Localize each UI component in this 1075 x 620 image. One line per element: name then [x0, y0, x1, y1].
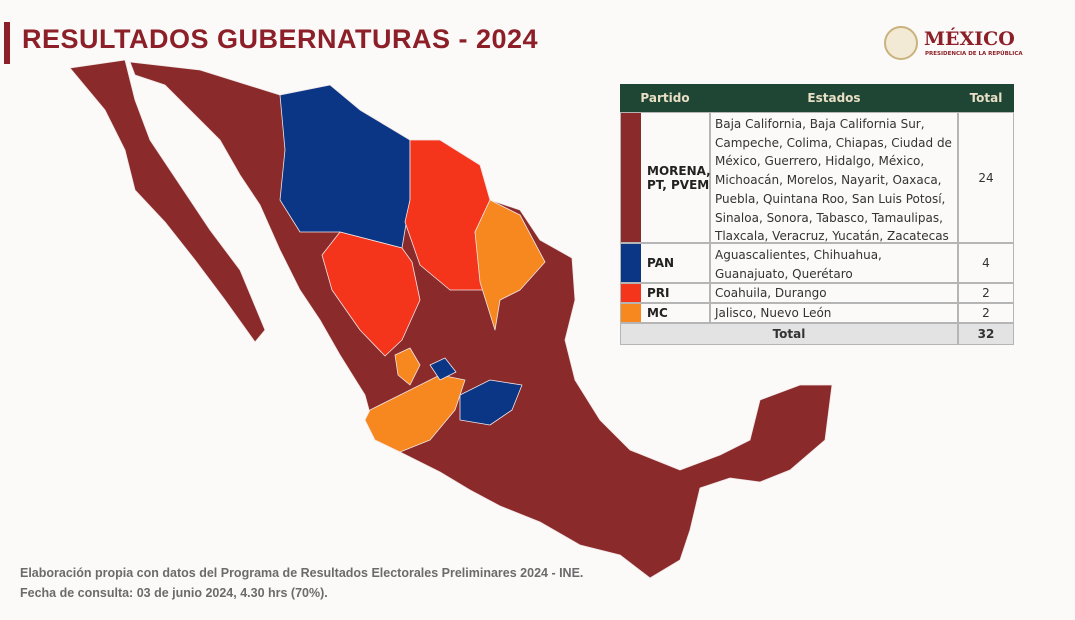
swatch [621, 113, 641, 242]
column-header: Estados [710, 84, 958, 112]
total: 2 [958, 303, 1014, 323]
durango [321, 231, 421, 357]
nayarit-zac-area [394, 347, 421, 386]
seal [884, 26, 918, 60]
source-note: Elaboración propia con datos del Program… [20, 566, 584, 580]
total: 2 [958, 283, 1014, 303]
party-cell: PRI [620, 283, 710, 303]
chihuahua [279, 84, 411, 249]
party: PRI [647, 286, 670, 300]
party: PAN [647, 256, 675, 270]
swatch [621, 304, 641, 322]
logo-text: MÉXICO [924, 28, 1015, 50]
states: Coahuila, Durango [710, 283, 958, 303]
total: 4 [958, 243, 1014, 283]
party-cell: MC [620, 303, 710, 323]
total-label: Total [620, 323, 958, 345]
grand-total: 32 [958, 323, 1014, 345]
date-note: Fecha de consulta: 03 de junio 2024, 4.3… [20, 586, 328, 600]
swatch [621, 244, 641, 282]
baja-peninsula [69, 59, 266, 343]
jalisco [364, 374, 466, 453]
logo: MÉXICO PRESIDENCIA DE LA REPÚBLICA [884, 26, 1024, 62]
logo-subtitle: PRESIDENCIA DE LA REPÚBLICA [925, 51, 1023, 57]
party-cell: PAN [620, 243, 710, 283]
party: MC [647, 306, 668, 320]
states: Baja California, Baja California Sur, Ca… [710, 112, 958, 243]
states: Aguascalientes, Chihuahua, Guanajuato, Q… [710, 243, 958, 283]
nuevo-leon [474, 199, 546, 331]
party-cell: MORENA, PT, PVEM [620, 112, 711, 243]
total: 24 [958, 112, 1014, 243]
column-header: Partido [620, 84, 710, 112]
swatch [621, 284, 641, 302]
states: Jalisco, Nuevo León [710, 303, 958, 323]
aguascalientes [429, 357, 457, 381]
accent-bar [4, 22, 10, 64]
party: MORENA, PT, PVEM [647, 163, 711, 192]
title: RESULTADOS GUBERNATURAS - 2024 [22, 24, 539, 54]
column-header: Total [958, 84, 1014, 112]
guanajuato-queretaro [459, 379, 523, 426]
